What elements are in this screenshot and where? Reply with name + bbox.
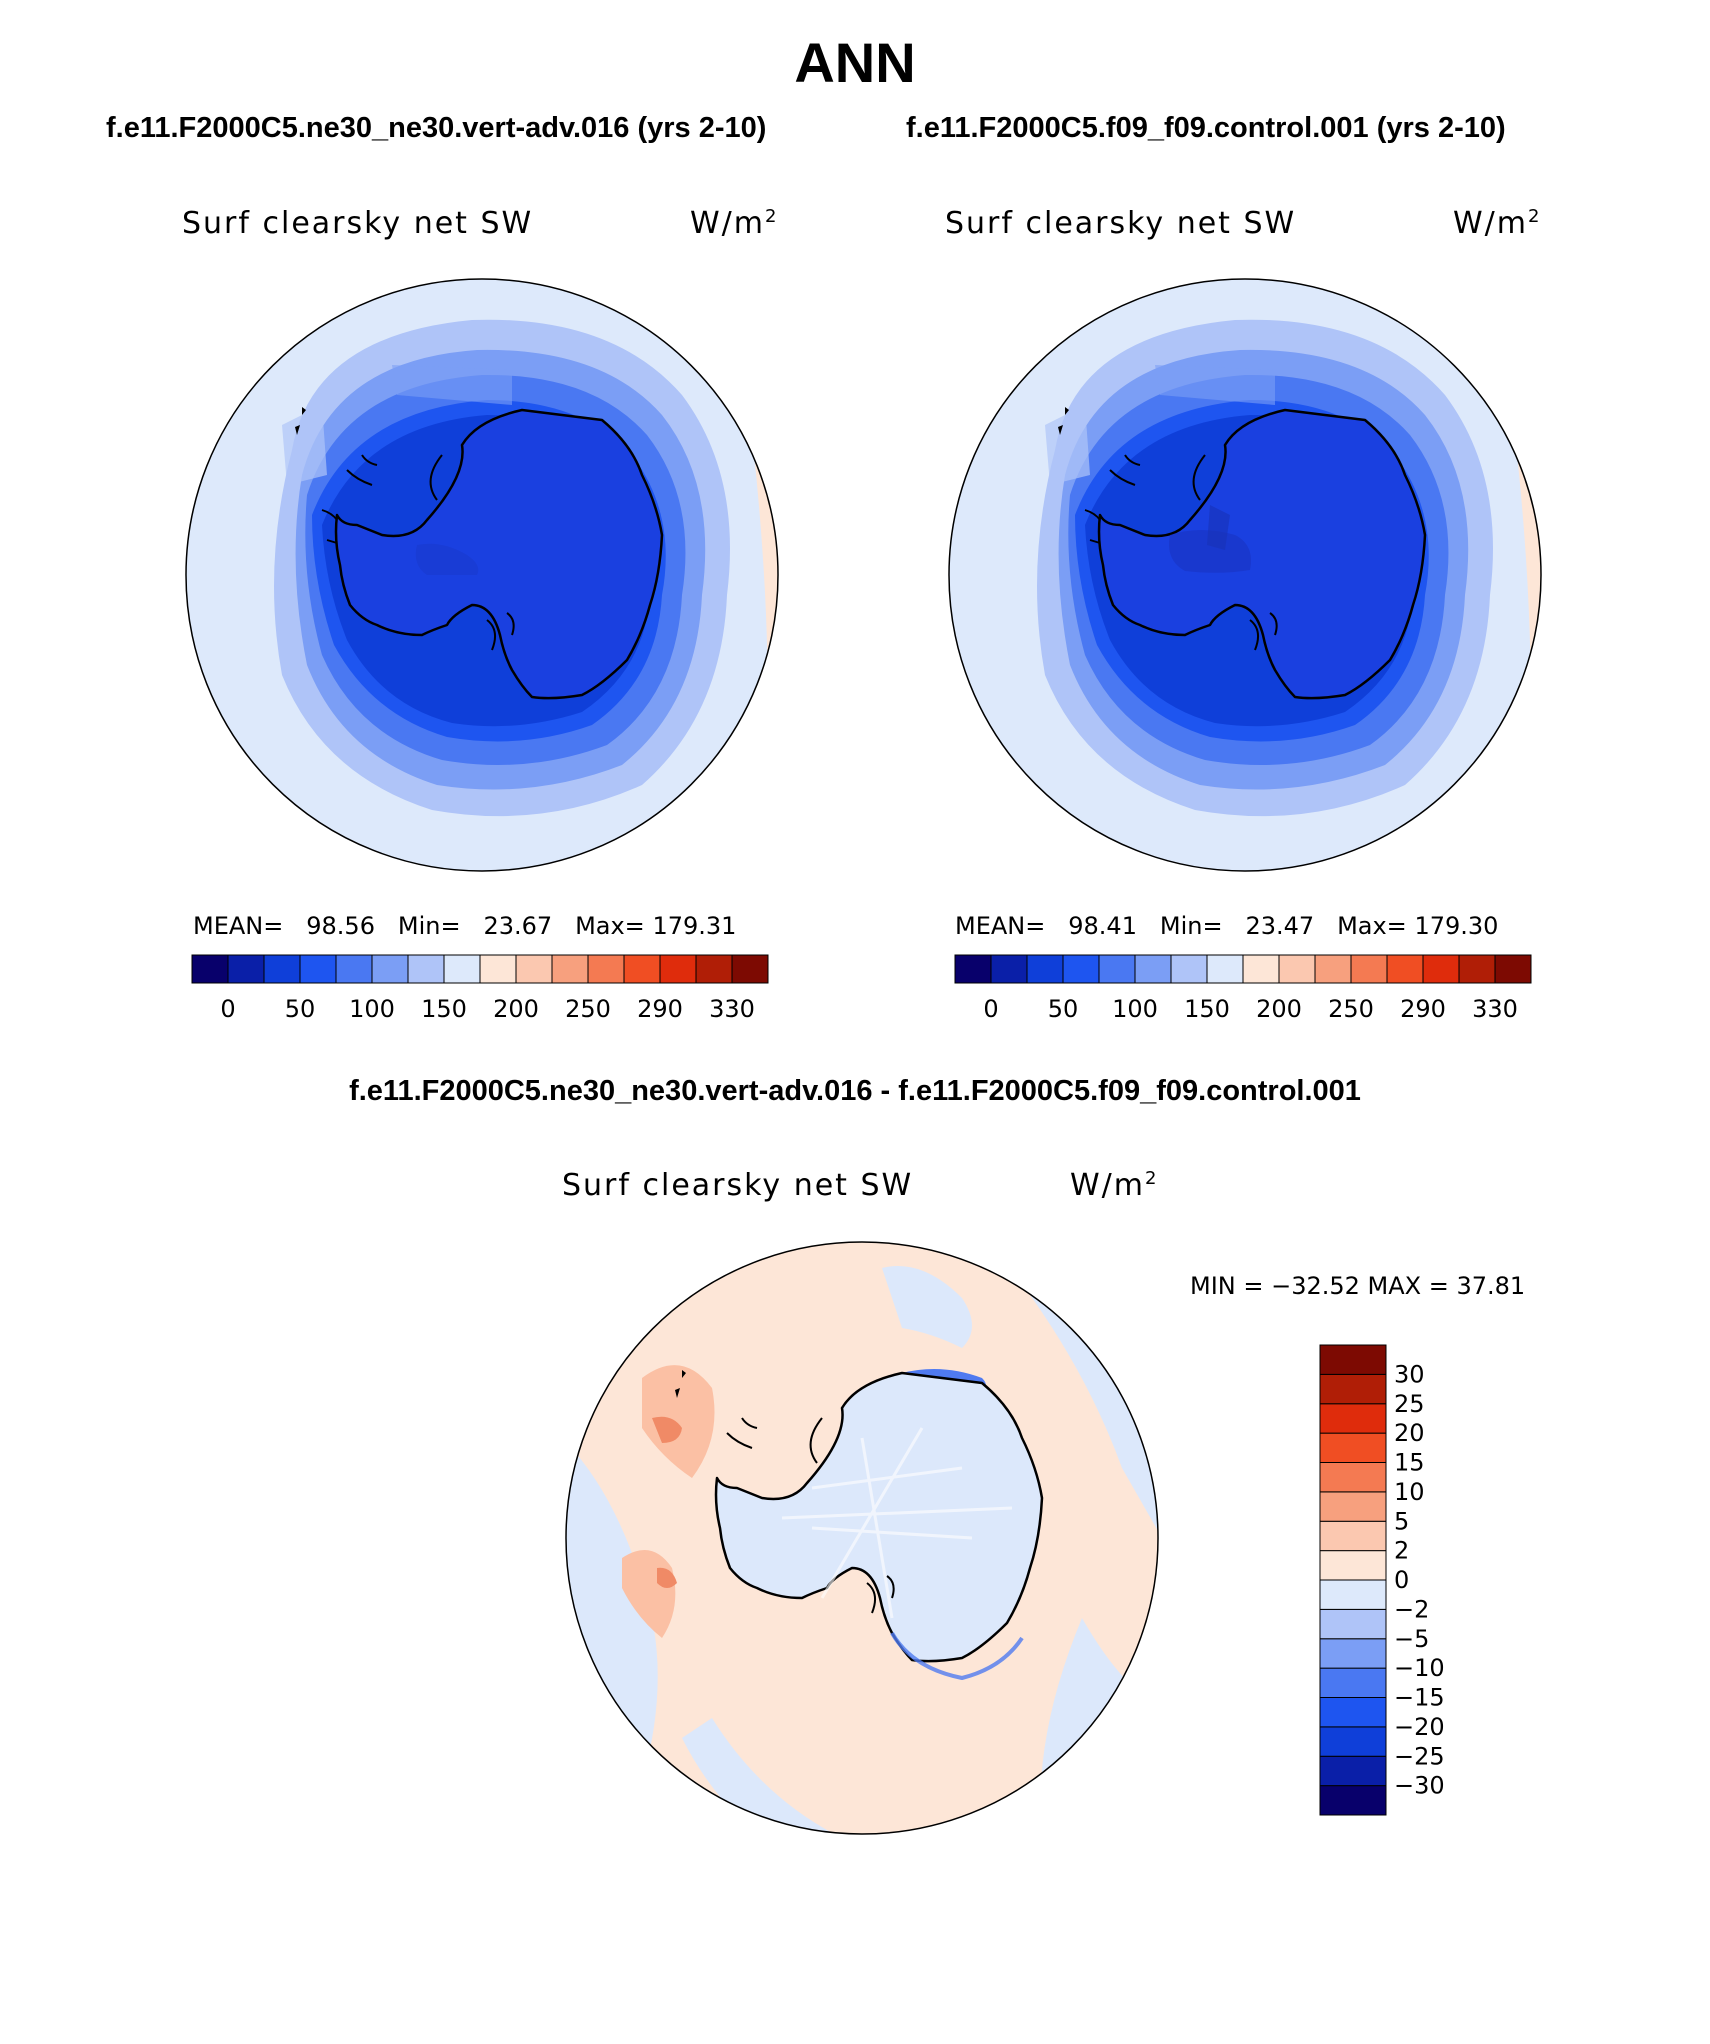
colorbar-swatch	[227, 954, 265, 984]
colorbar-tick-label: −2	[1394, 1595, 1429, 1623]
colorbar-swatch	[1319, 1520, 1387, 1552]
colorbar-tick-label: 250	[1328, 995, 1374, 1023]
colorbar-tick-label: 330	[1472, 995, 1518, 1023]
colorbar-swatch	[1319, 1667, 1387, 1698]
colorbar-swatch	[1319, 1462, 1387, 1493]
colorbar-tick-label: 50	[285, 995, 316, 1023]
right-case-title: f.e11.F2000C5.f09_f09.control.001 (yrs 2…	[906, 112, 1506, 144]
colorbar-tick-label: 0	[1394, 1566, 1409, 1594]
colorbar-swatch	[623, 954, 661, 984]
left-case-title: f.e11.F2000C5.ne30_ne30.vert-adv.016 (yr…	[106, 112, 767, 144]
colorbar-swatch	[695, 954, 733, 984]
colorbar-tick-label: −20	[1394, 1713, 1445, 1741]
colorbar-tick-label: −30	[1394, 1772, 1445, 1800]
colorbar-tick-label: 200	[1256, 995, 1302, 1023]
right-colorbar: 0 50 100 150 200 250 290 330	[954, 954, 1532, 1023]
colorbar-swatch	[407, 954, 445, 984]
colorbar-swatch	[1422, 954, 1460, 984]
left-polar-map	[185, 278, 779, 872]
colorbar-swatch	[1319, 1638, 1387, 1669]
colorbar-swatch	[1098, 954, 1136, 984]
left-variable-label: Surf clearsky net SW	[182, 206, 534, 241]
colorbar-swatch	[659, 954, 697, 984]
diff-units-label: W/m2	[1070, 1168, 1159, 1203]
colorbar-tick-label: 2	[1394, 1537, 1409, 1565]
page-title: ANN	[794, 31, 916, 94]
colorbar-tick-label: 5	[1394, 1507, 1409, 1535]
colorbar-swatch	[1319, 1403, 1387, 1434]
colorbar-swatch	[443, 954, 481, 984]
colorbar-tick-label: 50	[1048, 995, 1079, 1023]
colorbar-swatch	[551, 954, 589, 984]
colorbar-tick-label: 25	[1394, 1390, 1425, 1418]
colorbar-swatch	[1206, 954, 1244, 984]
difference-title: f.e11.F2000C5.ne30_ne30.vert-adv.016 - f…	[349, 1075, 1361, 1107]
colorbar-swatch	[1458, 954, 1496, 984]
colorbar-swatch	[990, 954, 1028, 984]
colorbar-swatch	[731, 954, 769, 984]
colorbar-swatch	[371, 954, 409, 984]
colorbar-tick-label: 150	[1184, 995, 1230, 1023]
colorbar-tick-label: 290	[1400, 995, 1446, 1023]
right-units-label: W/m2	[1453, 206, 1542, 241]
colorbar-swatch	[515, 954, 553, 984]
colorbar-tick-label: 150	[421, 995, 467, 1023]
colorbar-tick-label: 0	[220, 995, 235, 1023]
colorbar-swatch	[954, 954, 992, 984]
colorbar-tick-label: 330	[709, 995, 755, 1023]
colorbar-tick-label: 30	[1394, 1360, 1425, 1388]
colorbar-tick-label: −25	[1394, 1742, 1445, 1770]
colorbar-tick-label: 200	[493, 995, 539, 1023]
colorbar-swatch	[263, 954, 301, 984]
colorbar-swatch	[1242, 954, 1280, 984]
colorbar-swatch	[1319, 1755, 1387, 1787]
right-stats: MEAN= 98.41 Min= 23.47 Max= 179.30	[955, 912, 1499, 940]
colorbar-swatch	[1386, 954, 1424, 984]
colorbar-tick-label: 20	[1394, 1419, 1425, 1447]
colorbar-swatch	[1134, 954, 1172, 984]
colorbar-swatch	[1319, 1785, 1387, 1816]
colorbar-swatch	[587, 954, 625, 984]
colorbar-swatch	[299, 954, 337, 984]
colorbar-swatch	[1062, 954, 1100, 984]
right-polar-map	[948, 278, 1542, 872]
diff-variable-label: Surf clearsky net SW	[562, 1168, 914, 1203]
diff-minmax: MIN = −32.52 MAX = 37.81	[1190, 1272, 1526, 1300]
left-units-label: W/m2	[690, 206, 779, 241]
right-variable-label: Surf clearsky net SW	[945, 206, 1297, 241]
colorbar-swatch	[1494, 954, 1532, 984]
colorbar-tick-label: 290	[637, 995, 683, 1023]
difference-polar-map	[565, 1241, 1159, 1835]
colorbar-swatch	[335, 954, 373, 984]
colorbar-tick-label: 15	[1394, 1449, 1425, 1477]
colorbar-swatch	[1319, 1608, 1387, 1640]
left-colorbar: 0 50 100 150 200 250 290 330	[191, 954, 769, 1023]
colorbar-swatch	[1314, 954, 1352, 984]
colorbar-tick-label: 100	[1112, 995, 1158, 1023]
colorbar-tick-label: 100	[349, 995, 395, 1023]
colorbar-swatch	[479, 954, 517, 984]
colorbar-swatch	[191, 954, 229, 984]
colorbar-swatch	[1170, 954, 1208, 984]
colorbar-swatch	[1319, 1726, 1387, 1757]
colorbar-swatch	[1319, 1491, 1387, 1522]
colorbar-swatch	[1278, 954, 1316, 984]
colorbar-tick-label: −15	[1394, 1684, 1445, 1712]
colorbar-tick-label: 0	[983, 995, 998, 1023]
colorbar-swatch	[1319, 1697, 1387, 1728]
colorbar-tick-label: 250	[565, 995, 611, 1023]
colorbar-swatch	[1319, 1373, 1387, 1405]
colorbar-swatch	[1319, 1579, 1387, 1610]
colorbar-swatch	[1319, 1432, 1387, 1463]
colorbar-swatch	[1026, 954, 1064, 984]
colorbar-swatch	[1319, 1550, 1387, 1581]
colorbar-tick-label: 10	[1394, 1478, 1425, 1506]
colorbar-tick-label: −10	[1394, 1654, 1445, 1682]
colorbar-tick-label: −5	[1394, 1625, 1429, 1653]
left-stats: MEAN= 98.56 Min= 23.67 Max= 179.31	[193, 912, 737, 940]
colorbar-swatch	[1350, 954, 1388, 984]
colorbar-swatch	[1319, 1344, 1387, 1375]
